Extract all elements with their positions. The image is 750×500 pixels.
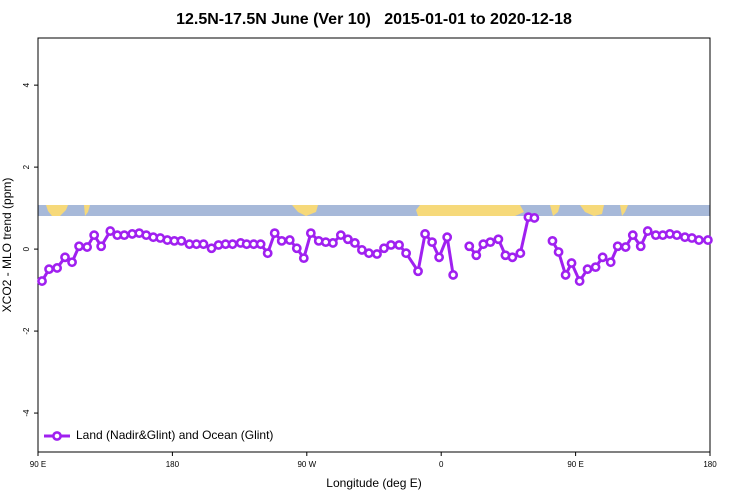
- ocean-band: [38, 205, 710, 216]
- plot-frame: [37, 37, 711, 453]
- data-point: [67, 257, 77, 268]
- land: [84, 205, 90, 216]
- data-point: [413, 266, 423, 277]
- data-point: [627, 230, 638, 241]
- data-point: [298, 253, 309, 264]
- data-point: [74, 241, 84, 252]
- data-point: [262, 248, 273, 259]
- data-point: [635, 241, 646, 252]
- data-point: [96, 241, 107, 252]
- data-point: [671, 230, 682, 241]
- data-point: [471, 250, 482, 261]
- data-point: [694, 235, 704, 245]
- land: [580, 205, 604, 216]
- data-point: [703, 235, 713, 245]
- x-tick-label: 180: [703, 460, 717, 469]
- legend-label: Land (Nadir&Glint) and Ocean (Glint): [76, 428, 273, 442]
- data-point: [291, 243, 302, 254]
- y-tick-label: -2: [22, 327, 31, 335]
- data-point: [485, 237, 496, 248]
- data-point: [60, 252, 70, 263]
- x-tick-label: 0: [439, 460, 444, 469]
- data-point: [305, 228, 316, 239]
- data-point: [553, 247, 564, 257]
- land: [46, 205, 68, 216]
- y-tick-label: 0: [22, 246, 31, 251]
- data-point: [269, 228, 280, 239]
- data-point: [620, 242, 631, 252]
- data-point: [401, 248, 412, 259]
- series-line: [40, 215, 708, 283]
- data-point: [89, 230, 100, 241]
- data-point: [105, 226, 116, 236]
- data-point: [372, 249, 382, 259]
- data-point: [119, 230, 130, 241]
- data-point: [493, 234, 504, 245]
- data-point: [276, 236, 287, 246]
- data-point: [364, 248, 374, 259]
- chart-title: 12.5N-17.5N June (Ver 10) 2015-01-01 to …: [176, 11, 572, 28]
- data-point: [284, 235, 295, 245]
- data-point: [464, 241, 475, 252]
- x-axis-label: Longitude (deg E): [326, 476, 421, 490]
- y-axis-label: XCO2 - MLO trend (ppm): [0, 178, 14, 313]
- y-tick-label: -4: [22, 409, 31, 417]
- data-point: [176, 236, 187, 246]
- data-point: [227, 239, 238, 250]
- data-point: [612, 241, 623, 252]
- legend-marker: [52, 431, 62, 441]
- data-point: [328, 238, 338, 248]
- data-point: [349, 238, 360, 248]
- data-point: [44, 264, 54, 275]
- x-tick-label: 90 W: [297, 460, 316, 469]
- x-tick-label: 90 E: [567, 460, 583, 469]
- y-tick-label: 4: [22, 82, 31, 87]
- data-point: [255, 239, 266, 250]
- data-point: [52, 263, 63, 273]
- data-point: [515, 248, 526, 259]
- data-point: [529, 213, 540, 223]
- data-point: [82, 242, 93, 252]
- data-point: [386, 240, 396, 250]
- data-point: [582, 264, 593, 275]
- data-point: [394, 240, 404, 250]
- data-point: [335, 230, 346, 241]
- x-tick-label: 90 E: [30, 460, 46, 469]
- data-point: [427, 237, 437, 248]
- data-point: [342, 234, 353, 245]
- data-point: [434, 252, 445, 263]
- data-point: [448, 270, 459, 280]
- data-point: [560, 270, 571, 280]
- y-tick-label: 2: [22, 164, 31, 169]
- data-point: [442, 232, 453, 243]
- map-strip: [38, 205, 710, 216]
- data-point: [37, 276, 47, 286]
- data-point: [420, 229, 430, 239]
- data-point: [605, 257, 616, 268]
- data-point: [590, 262, 601, 273]
- data-point: [547, 236, 558, 246]
- land: [292, 205, 318, 216]
- land: [550, 205, 560, 216]
- data-point: [642, 226, 653, 236]
- data-point: [574, 276, 585, 286]
- x-tick-label: 180: [166, 460, 180, 469]
- legend: Land (Nadir&Glint) and Ocean (Glint): [44, 428, 273, 442]
- land: [620, 205, 628, 216]
- data-point: [566, 258, 577, 268]
- land: [416, 205, 524, 216]
- data-point: [507, 252, 518, 263]
- data-point: [597, 252, 608, 263]
- data-point: [198, 239, 209, 250]
